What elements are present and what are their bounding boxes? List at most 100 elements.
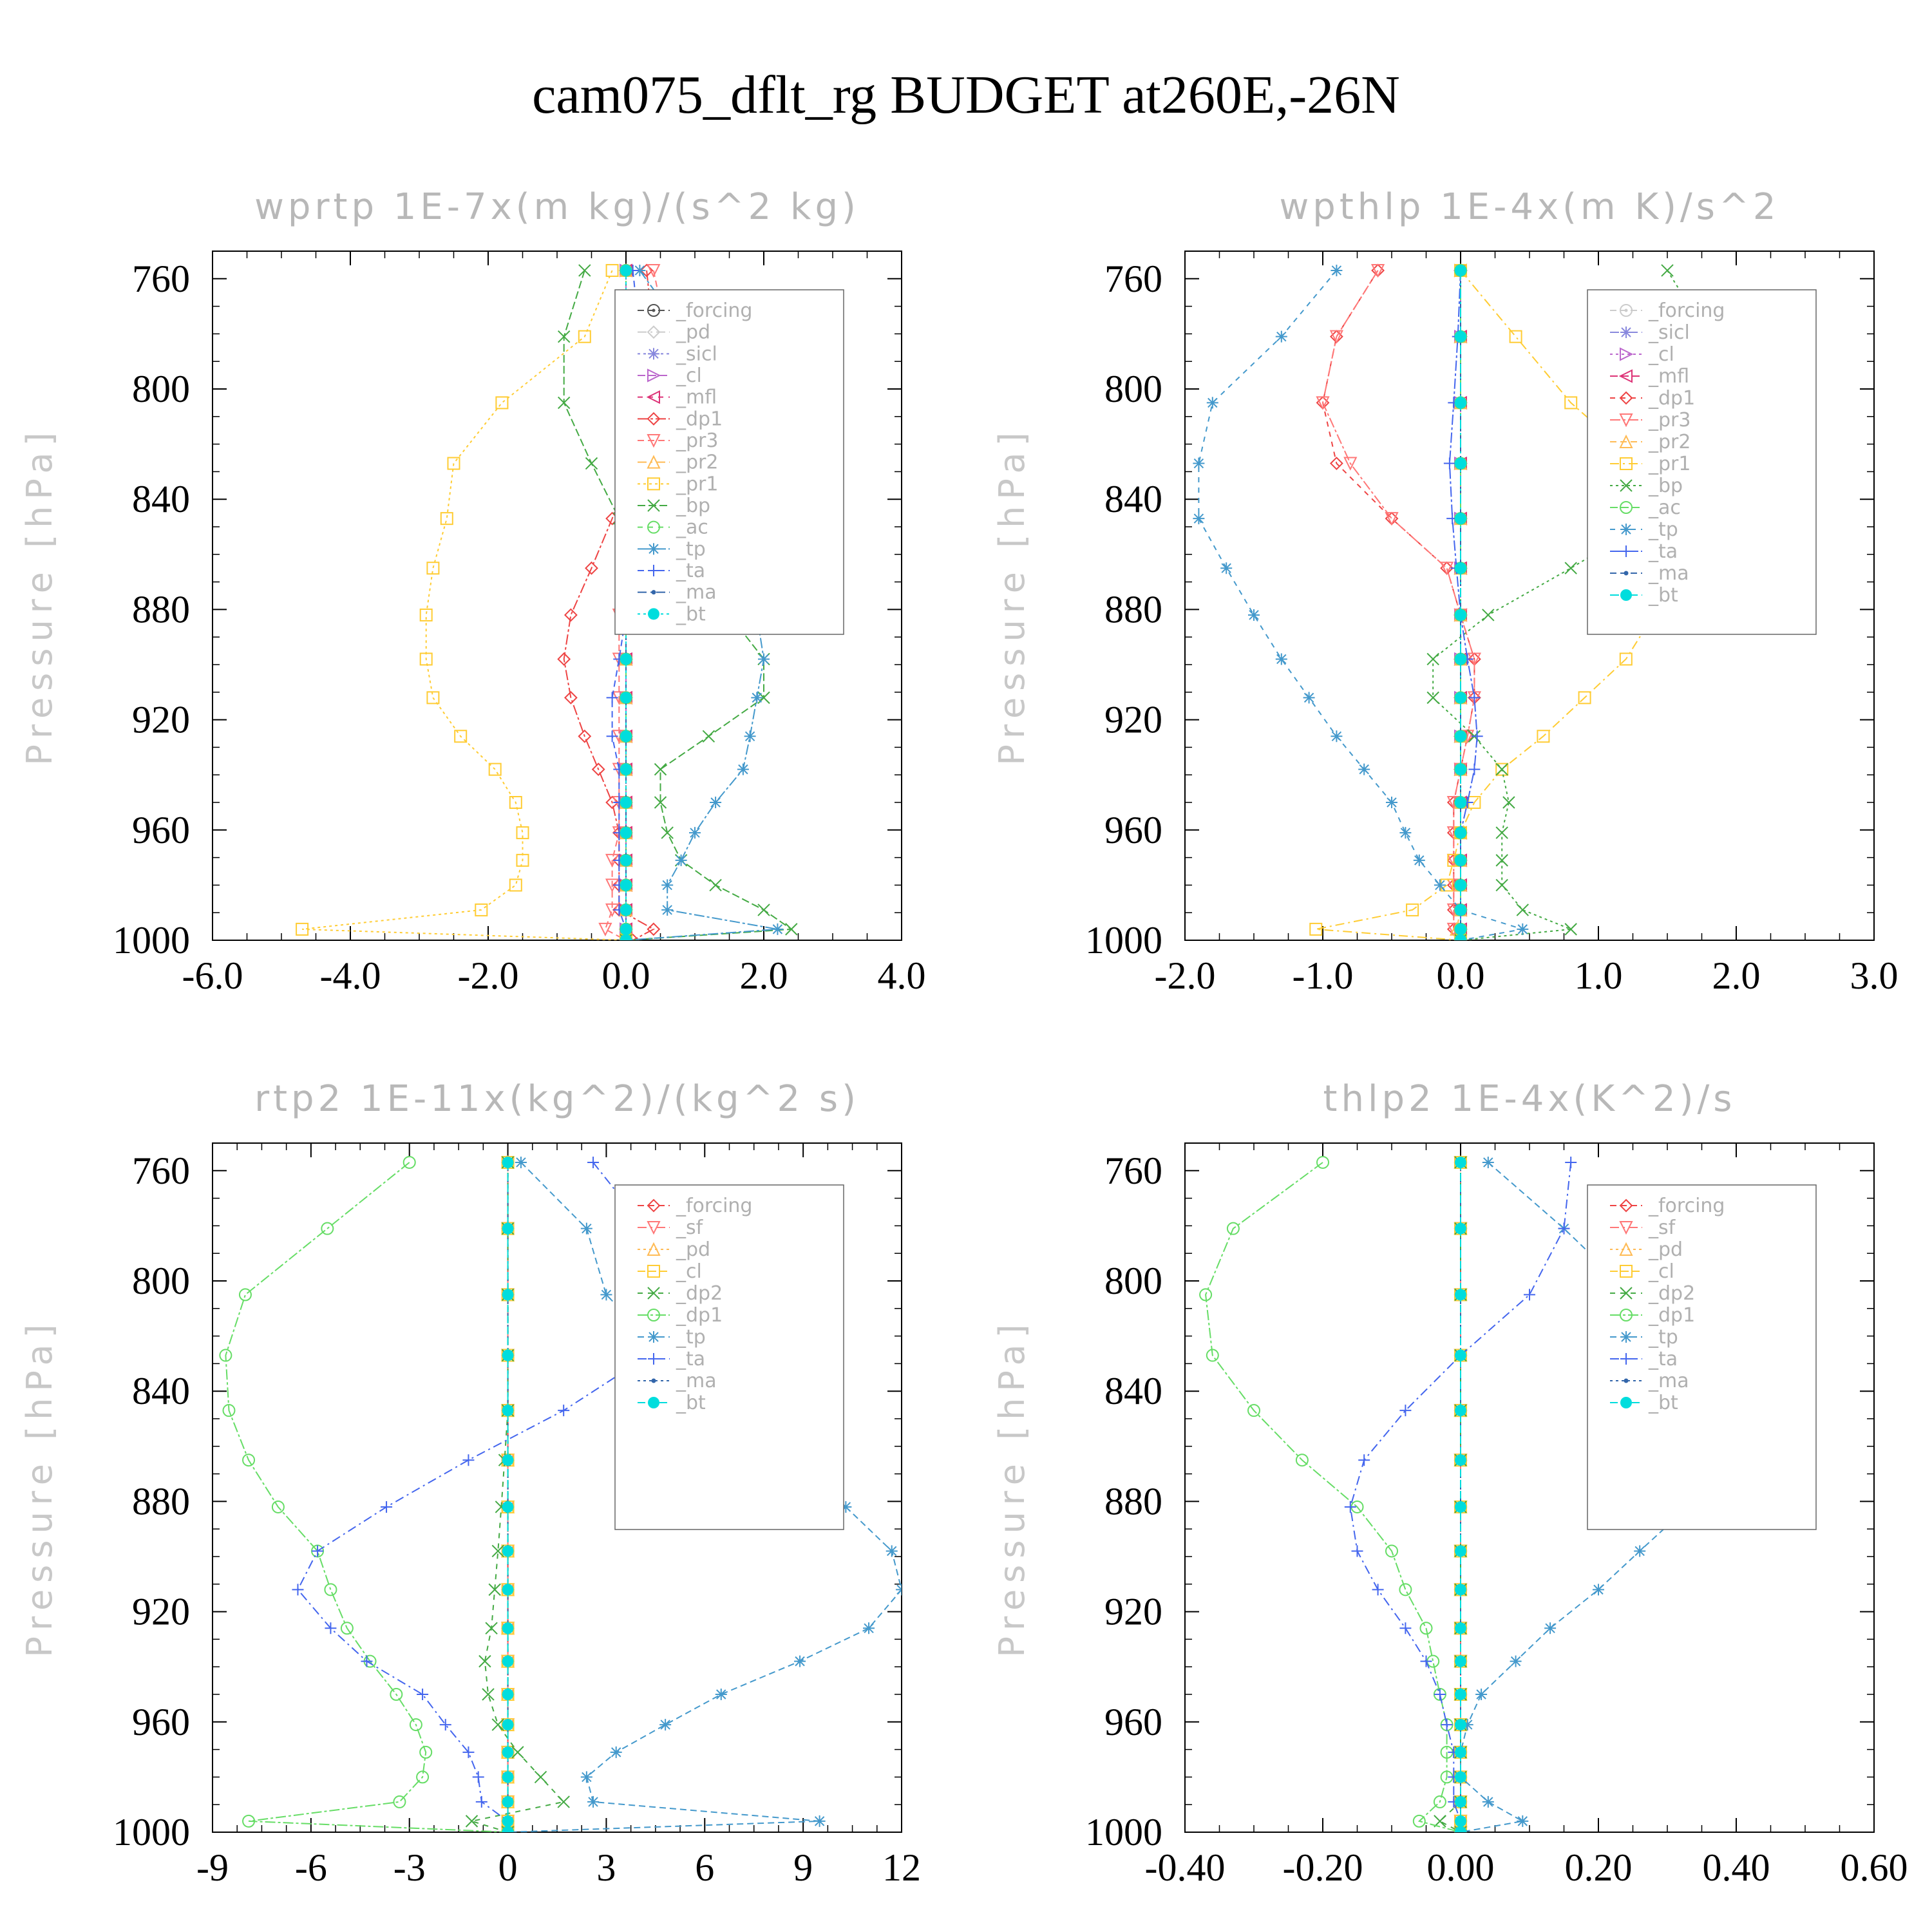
legend-item: _mfl bbox=[638, 386, 717, 409]
data-point bbox=[485, 1622, 498, 1634]
legend-label: _sf bbox=[676, 1217, 704, 1239]
legend-label: _pr2 bbox=[676, 451, 718, 474]
data-point bbox=[675, 854, 687, 866]
y-tick-label: 800 bbox=[132, 368, 190, 410]
data-point bbox=[1482, 1795, 1494, 1808]
data-point bbox=[1461, 1719, 1473, 1731]
data-point bbox=[1303, 692, 1315, 704]
data-point bbox=[620, 692, 632, 704]
data-point bbox=[478, 1654, 491, 1668]
legend-marker bbox=[648, 608, 659, 620]
legend-marker bbox=[1619, 1242, 1633, 1256]
data-point bbox=[1193, 513, 1205, 525]
data-point bbox=[1370, 263, 1385, 278]
data-point bbox=[1386, 797, 1397, 808]
data-point bbox=[1399, 1405, 1412, 1417]
data-point bbox=[1371, 263, 1385, 278]
series-line bbox=[1439, 1162, 1461, 1832]
x-tick-label: 1.0 bbox=[1575, 954, 1623, 997]
series-dp2 bbox=[1434, 1156, 1467, 1832]
legend-item: _tp bbox=[1610, 518, 1678, 541]
y-tick-label: 1000 bbox=[1085, 919, 1162, 961]
data-point bbox=[1455, 1795, 1466, 1808]
x-tick-label: -0.20 bbox=[1283, 1846, 1363, 1889]
data-point bbox=[447, 457, 460, 470]
legend-marker bbox=[647, 520, 660, 534]
x-tick-label: 0.00 bbox=[1427, 1846, 1495, 1889]
data-point bbox=[758, 653, 770, 665]
data-point bbox=[1399, 827, 1412, 839]
data-point bbox=[1220, 562, 1233, 574]
data-point bbox=[1343, 457, 1358, 471]
legend-item: _pd bbox=[638, 321, 710, 344]
chart-panels: wprtp 1E-7x(m kg)/(s^2 kg) Pressure [hPa]… bbox=[19, 186, 1908, 1889]
data-point bbox=[495, 396, 509, 410]
data-point bbox=[502, 1349, 514, 1361]
data-point bbox=[502, 1795, 514, 1808]
legend-marker bbox=[647, 1265, 660, 1278]
data-point bbox=[1510, 1655, 1522, 1667]
legend-marker bbox=[647, 304, 660, 317]
y-tick-label: 760 bbox=[1104, 258, 1162, 300]
legend-item: _tp bbox=[638, 538, 706, 560]
series-dp1 bbox=[1199, 1155, 1467, 1832]
data-point bbox=[1316, 396, 1330, 410]
data-point bbox=[661, 879, 674, 891]
data-point bbox=[1455, 330, 1466, 343]
legend-label: _dp1 bbox=[676, 1304, 723, 1327]
legend-label: _bp bbox=[1648, 475, 1683, 497]
data-point bbox=[1385, 1544, 1398, 1558]
data-point bbox=[325, 1622, 337, 1634]
legend-item: _bp bbox=[638, 495, 710, 517]
y-tick-label: 760 bbox=[132, 1150, 190, 1192]
data-point bbox=[475, 903, 488, 916]
y-tick-label: 960 bbox=[132, 1701, 190, 1743]
data-point bbox=[1344, 1501, 1356, 1513]
data-point bbox=[661, 904, 674, 916]
legend-item: _ma bbox=[638, 582, 717, 604]
legend-label: _pd bbox=[676, 1238, 710, 1261]
series-line bbox=[1321, 270, 1475, 940]
data-point bbox=[1206, 1349, 1219, 1362]
legend-marker bbox=[1620, 501, 1633, 514]
data-point bbox=[340, 1622, 354, 1635]
legend-label: _mfl bbox=[676, 386, 717, 409]
legend-marker bbox=[647, 325, 661, 339]
data-point bbox=[557, 396, 571, 410]
data-point bbox=[896, 1584, 902, 1596]
data-point bbox=[620, 827, 632, 839]
series-layer bbox=[219, 1155, 902, 1832]
series-line bbox=[301, 270, 627, 940]
legend-label: _bt bbox=[1648, 584, 1678, 607]
legend-item: _pr3 bbox=[638, 430, 718, 452]
legend-marker bbox=[1624, 571, 1629, 576]
legend-label: _ac bbox=[676, 516, 708, 539]
data-point bbox=[1455, 1289, 1466, 1301]
data-point bbox=[1495, 854, 1508, 867]
legend-marker bbox=[1620, 457, 1633, 470]
legend-marker bbox=[647, 455, 661, 469]
data-point bbox=[1475, 1689, 1488, 1700]
legend-label: _bp bbox=[676, 495, 710, 517]
series-tp bbox=[1193, 264, 1529, 940]
data-point bbox=[417, 1689, 429, 1700]
data-point bbox=[1517, 923, 1529, 935]
data-point bbox=[1193, 457, 1205, 469]
legend-marker bbox=[1619, 1221, 1633, 1235]
legend-marker bbox=[1619, 413, 1633, 428]
legend-label: _cl bbox=[1648, 343, 1674, 366]
legend-item: _sf bbox=[1610, 1217, 1676, 1239]
legend-marker bbox=[1620, 327, 1632, 338]
y-axis-label: Pressure [hPa] bbox=[992, 426, 1032, 765]
legend-label: _sf bbox=[1648, 1217, 1676, 1239]
data-point bbox=[1455, 879, 1466, 891]
series-line bbox=[1198, 270, 1523, 940]
data-point bbox=[516, 826, 529, 840]
data-point bbox=[516, 853, 529, 867]
series-line bbox=[1321, 270, 1475, 940]
data-point bbox=[1578, 691, 1591, 705]
data-point bbox=[1482, 1156, 1494, 1168]
data-point bbox=[1413, 854, 1425, 866]
y-axis-label: Pressure [hPa] bbox=[19, 426, 60, 765]
x-tick-label: 3.0 bbox=[1850, 954, 1899, 997]
